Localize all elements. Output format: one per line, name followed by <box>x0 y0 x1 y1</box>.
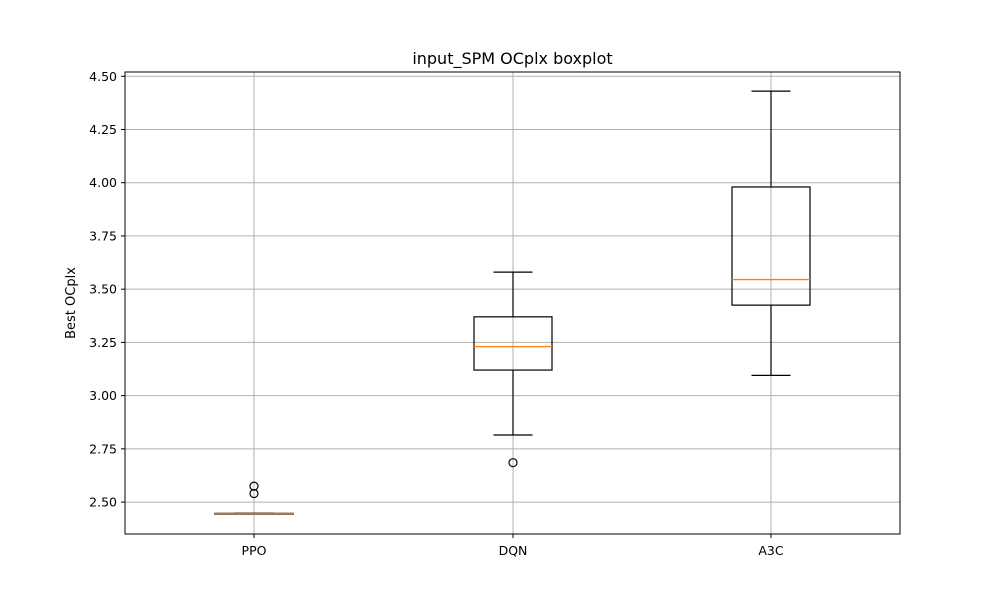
iqr-box <box>731 186 811 306</box>
iqr-box <box>473 316 553 371</box>
x-tick-label: PPO <box>242 543 267 558</box>
outlier-point <box>249 481 259 491</box>
boxes-layer <box>214 90 811 515</box>
chart-title: input_SPM OCplx boxplot <box>412 49 612 69</box>
plot-frame <box>124 71 901 535</box>
y-tick-label: 4.25 <box>89 122 117 137</box>
y-tick-label: 3.25 <box>89 335 117 350</box>
y-tick-label: 3.75 <box>89 228 117 243</box>
outlier-point <box>508 458 518 468</box>
y-tick-label: 4.50 <box>89 69 117 84</box>
y-tick-label: 2.50 <box>89 495 117 510</box>
x-tick-label: A3C <box>758 543 784 558</box>
y-tick-label: 3.50 <box>89 282 117 297</box>
box-group-a3c <box>731 90 811 376</box>
y-axis-label: Best OCplx <box>64 267 79 339</box>
y-axis: 2.50 2.75 3.00 3.25 3.50 3.75 4.00 4.25 4.50 <box>89 69 125 510</box>
y-tick-label: 2.75 <box>89 441 117 456</box>
box-group-dqn <box>473 271 553 468</box>
y-tick-label: 3.00 <box>89 388 117 403</box>
x-tick-label: DQN <box>499 543 528 558</box>
box-group-ppo <box>214 481 294 515</box>
x-axis: PPO DQN A3C <box>242 534 784 558</box>
y-tick-label: 4.00 <box>89 175 117 190</box>
